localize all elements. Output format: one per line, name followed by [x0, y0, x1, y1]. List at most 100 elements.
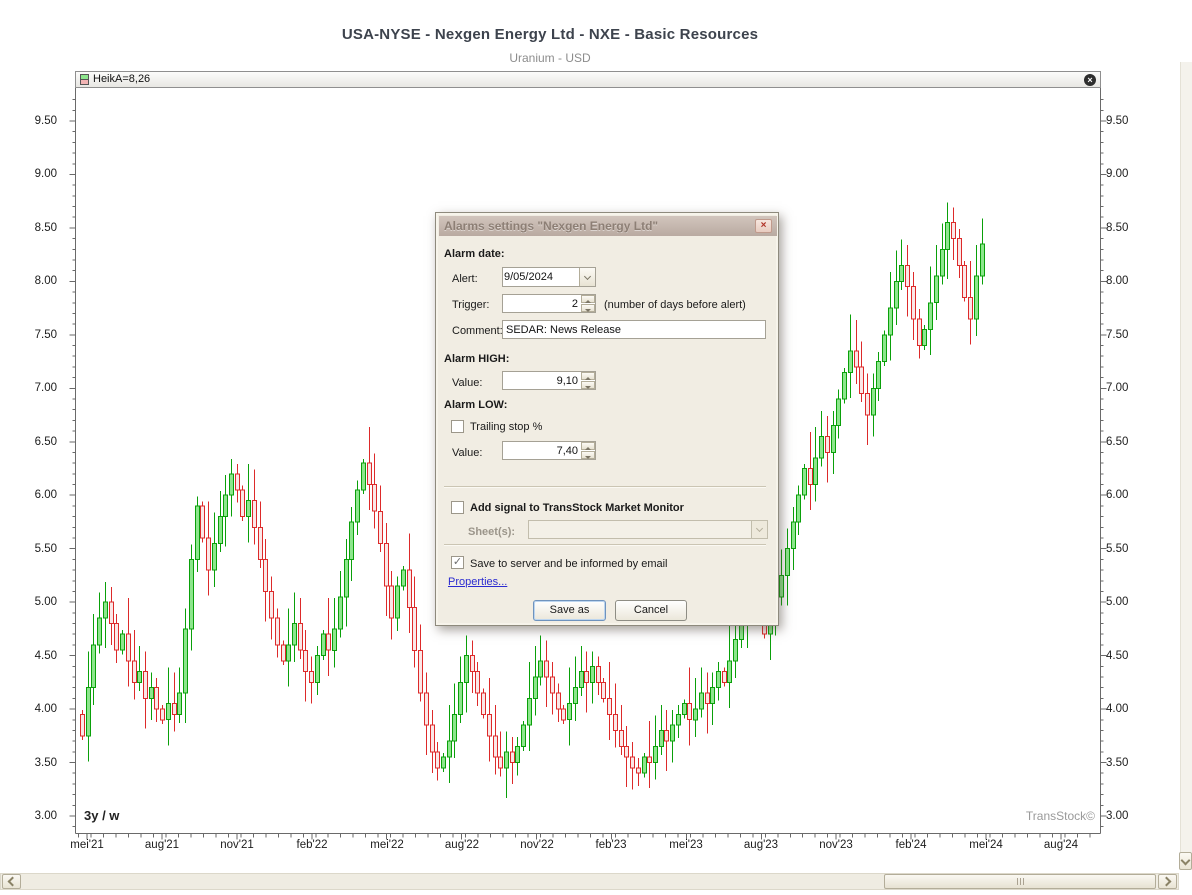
y-tick-label: 7.50 — [1106, 329, 1129, 341]
y-tick-label: 3.50 — [34, 757, 57, 769]
horizontal-scroll-right-button[interactable] — [1158, 874, 1177, 889]
y-tick-label: 8.00 — [1106, 275, 1129, 287]
trailing-stop-checkbox[interactable] — [451, 420, 464, 433]
trigger-label: Trigger: — [452, 299, 490, 311]
spinner-up-icon[interactable] — [581, 372, 595, 380]
alert-label: Alert: — [452, 273, 478, 285]
y-tick-label: 9.50 — [34, 115, 57, 127]
y-tick-label: 6.50 — [1106, 436, 1129, 448]
y-tick-label: 4.50 — [1106, 650, 1129, 662]
alert-date-value: 9/05/2024 — [504, 271, 553, 283]
y-tick-label: 7.00 — [1106, 382, 1129, 394]
y-tick-label: 8.50 — [1106, 222, 1129, 234]
trigger-spinner — [581, 295, 595, 312]
y-tick-label: 5.50 — [34, 543, 57, 555]
x-tick-label: aug'22 — [444, 839, 480, 851]
high-value-label: Value: — [452, 377, 483, 389]
dialog-titlebar[interactable]: Alarms settings "Nexgen Energy Ltd" × — [439, 216, 777, 236]
separator — [444, 486, 766, 488]
thumb-grip-icon — [1016, 878, 1025, 885]
alarm-date-heading: Alarm date: — [444, 248, 505, 260]
indicator-panel-header[interactable]: HeikA=8,26 × — [75, 71, 1101, 88]
y-tick-label: 9.00 — [1106, 168, 1129, 180]
horizontal-scrollbar-thumb[interactable] — [884, 874, 1156, 889]
trailing-stop-label: Trailing stop % — [470, 421, 543, 433]
comment-input[interactable] — [502, 320, 766, 339]
alarm-high-heading: Alarm HIGH: — [444, 353, 510, 365]
sheets-select[interactable] — [528, 520, 768, 539]
y-tick-label: 9.50 — [1106, 115, 1129, 127]
x-tick-label: nov'21 — [220, 839, 254, 851]
low-value-spinner — [581, 442, 595, 459]
y-tick-label: 6.00 — [34, 489, 57, 501]
chevron-down-icon — [583, 272, 592, 280]
y-tick-label: 4.00 — [34, 703, 57, 715]
indicator-label: HeikA=8,26 — [93, 73, 151, 85]
vertical-scrollbar[interactable] — [1180, 62, 1192, 852]
low-value-input[interactable] — [502, 441, 596, 460]
alert-date-select[interactable]: 9/05/2024 — [502, 267, 596, 287]
y-tick-label: 5.50 — [1106, 543, 1129, 555]
chevron-down-icon — [1180, 855, 1191, 865]
low-value-spinbox — [502, 441, 596, 460]
x-tick-label: feb'23 — [595, 839, 627, 851]
spinner-up-icon[interactable] — [581, 295, 595, 303]
brand-label: TransStock© — [1025, 809, 1095, 823]
x-tick-label: aug'24 — [1043, 839, 1079, 851]
save-to-server-label: Save to server and be informed by email — [470, 558, 668, 570]
page-subtitle: Uranium - USD — [509, 51, 591, 65]
x-tick-label: aug'21 — [144, 839, 180, 851]
low-value-label: Value: — [452, 447, 483, 459]
candle-legend-icon — [80, 74, 89, 85]
spinner-up-icon[interactable] — [581, 442, 595, 450]
properties-link[interactable]: Properties... — [448, 576, 508, 588]
x-tick-label: mei'23 — [669, 839, 703, 851]
x-tick-label: mei'24 — [969, 839, 1003, 851]
y-tick-label: 7.00 — [34, 382, 57, 394]
add-signal-label: Add signal to TransStock Market Monitor — [470, 502, 684, 514]
alarm-low-heading: Alarm LOW: — [444, 399, 508, 411]
add-signal-checkbox[interactable] — [451, 501, 464, 514]
x-tick-label: nov'23 — [819, 839, 853, 851]
y-tick-label: 9.00 — [34, 168, 57, 180]
y-tick-label: 5.00 — [1106, 596, 1129, 608]
alert-dropdown-button[interactable] — [579, 268, 595, 286]
x-tick-label: nov'22 — [520, 839, 554, 851]
high-value-spinner — [581, 372, 595, 389]
panel-close-icon[interactable]: × — [1084, 73, 1096, 86]
x-tick-label: mei'21 — [70, 839, 104, 851]
spinner-down-icon[interactable] — [581, 381, 595, 389]
trigger-input[interactable] — [502, 294, 596, 313]
spinner-down-icon[interactable] — [581, 451, 595, 459]
alarms-settings-dialog: Alarms settings "Nexgen Energy Ltd" × Al… — [435, 212, 779, 626]
y-tick-label: 3.50 — [1106, 757, 1129, 769]
y-tick-label: 6.50 — [34, 436, 57, 448]
save-to-server-checkbox[interactable] — [451, 556, 464, 569]
x-tick-label: feb'22 — [296, 839, 328, 851]
vertical-scroll-down-button[interactable] — [1179, 852, 1192, 870]
spinner-down-icon[interactable] — [581, 304, 595, 312]
dialog-title: Alarms settings "Nexgen Energy Ltd" — [444, 219, 659, 233]
trigger-spinbox — [502, 294, 596, 313]
chevron-right-icon — [1161, 876, 1172, 887]
save-as-button[interactable]: Save as — [533, 600, 606, 621]
y-tick-label: 8.50 — [34, 222, 57, 234]
horizontal-scroll-left-button[interactable] — [2, 874, 21, 889]
cancel-button[interactable]: Cancel — [615, 600, 687, 621]
x-tick-label: feb'24 — [895, 839, 927, 851]
candlestick-series — [69, 88, 1107, 840]
chevron-down-icon — [755, 524, 764, 533]
high-value-input[interactable] — [502, 371, 596, 390]
sheets-label: Sheet(s): — [468, 526, 516, 538]
page-title: USA-NYSE - Nexgen Energy Ltd - NXE - Bas… — [341, 26, 759, 43]
trigger-note: (number of days before alert) — [604, 299, 746, 311]
x-tick-label: mei'22 — [370, 839, 404, 851]
dialog-close-button[interactable]: × — [755, 219, 772, 233]
x-tick-label: aug'23 — [743, 839, 779, 851]
y-tick-label: 3.00 — [34, 810, 57, 822]
y-tick-label: 8.00 — [34, 275, 57, 287]
chevron-left-icon — [7, 876, 18, 887]
y-tick-label: 4.00 — [1106, 703, 1129, 715]
